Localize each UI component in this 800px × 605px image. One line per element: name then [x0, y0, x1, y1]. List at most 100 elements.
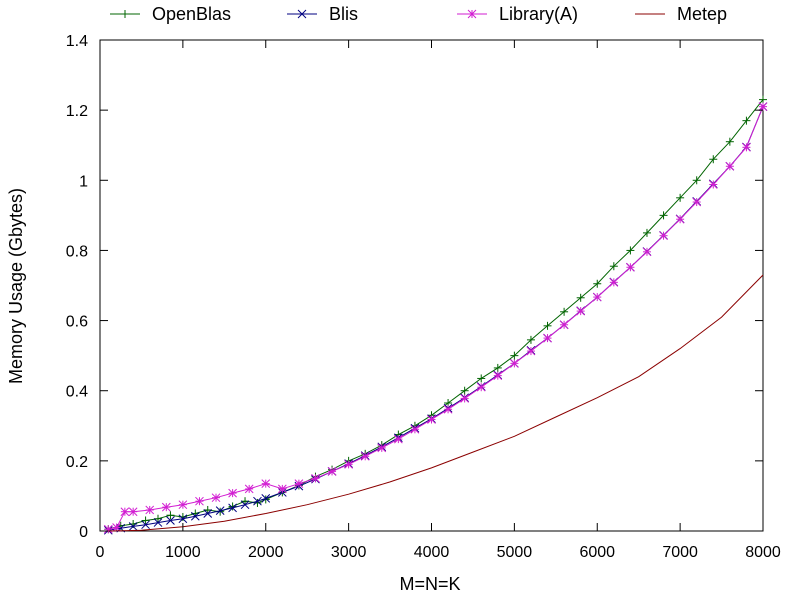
- data-point-library-a: [576, 306, 586, 316]
- series-line-openblas: [108, 99, 764, 530]
- data-point-library-a: [510, 359, 519, 368]
- data-point-openblas: [228, 502, 237, 511]
- x-tick-label: 2000: [248, 544, 284, 561]
- series-library-a: [103, 102, 768, 534]
- data-point-blis: [215, 506, 225, 516]
- data-point-openblas: [460, 386, 469, 395]
- data-point-library-a: [211, 493, 221, 503]
- series-openblas: [104, 95, 767, 534]
- data-point-library-a: [476, 382, 486, 392]
- data-point-library-a: [228, 488, 237, 498]
- legend-marker-library-a: [467, 9, 477, 19]
- data-point-library-a: [427, 415, 436, 424]
- data-point-library-a: [161, 502, 171, 512]
- data-point-blis: [153, 518, 163, 527]
- data-point-library-a: [758, 102, 768, 111]
- data-point-openblas: [659, 211, 668, 220]
- y-tick-label: 0.2: [66, 454, 88, 471]
- legend: OpenBlas Blis Library(A) Metep: [110, 4, 727, 24]
- data-point-blis: [240, 500, 250, 510]
- series-metep: [108, 274, 764, 532]
- data-point-openblas: [543, 321, 552, 330]
- y-tick-label: 0.6: [66, 314, 88, 331]
- data-point-library-a: [460, 394, 470, 403]
- data-point-blis: [228, 503, 237, 513]
- data-point-openblas: [477, 374, 486, 383]
- data-point-library-a: [311, 474, 320, 483]
- x-tick-label: 5000: [497, 544, 533, 561]
- data-point-library-a: [377, 443, 387, 453]
- data-point-library-a: [327, 467, 337, 476]
- y-tick-label: 0: [79, 524, 88, 541]
- legend-label-blis: Blis: [329, 4, 358, 24]
- data-point-library-a: [410, 424, 420, 434]
- data-point-library-a: [277, 484, 287, 494]
- legend-label-library-a: Library(A): [499, 4, 578, 24]
- data-point-library-a: [244, 484, 254, 494]
- y-tick-label: 0.4: [66, 384, 88, 401]
- data-point-openblas: [241, 497, 250, 506]
- x-tick-label: 3000: [331, 544, 367, 561]
- data-point-openblas: [510, 351, 519, 360]
- data-point-library-a: [128, 507, 138, 517]
- data-point-blis: [261, 494, 271, 503]
- y-axis-label: Memory Usage (Gbytes): [6, 188, 26, 384]
- data-point-openblas: [676, 193, 685, 202]
- data-point-openblas: [154, 514, 163, 523]
- data-point-library-a: [742, 142, 751, 152]
- data-point-library-a: [443, 404, 453, 414]
- y-tick-label: 1.4: [66, 33, 88, 50]
- data-point-library-a: [493, 371, 503, 380]
- data-point-library-a: [344, 460, 353, 469]
- data-point-library-a: [559, 320, 569, 330]
- data-point-openblas: [593, 279, 602, 288]
- data-point-library-a: [675, 214, 685, 224]
- data-point-openblas: [526, 335, 535, 344]
- data-point-openblas: [493, 363, 502, 372]
- x-tick-label: 6000: [579, 544, 615, 561]
- data-point-library-a: [626, 262, 635, 272]
- data-point-openblas: [166, 511, 175, 520]
- data-point-openblas: [253, 498, 262, 507]
- legend-label-metep: Metep: [677, 4, 727, 24]
- data-point-openblas: [576, 293, 585, 302]
- data-point-openblas: [642, 228, 651, 237]
- data-point-library-a: [592, 292, 602, 302]
- plot-frame: [99, 39, 764, 532]
- data-point-library-a: [708, 180, 718, 189]
- x-axis-label: M=N=K: [399, 574, 460, 594]
- data-point-library-a: [195, 496, 204, 506]
- legend-item-library-a: Library(A): [457, 4, 578, 24]
- series-line-metep: [108, 274, 764, 532]
- x-tick-label: 1000: [165, 544, 201, 561]
- data-point-library-a: [360, 451, 370, 461]
- data-point-library-a: [145, 505, 155, 515]
- data-point-openblas: [560, 307, 569, 316]
- data-point-library-a: [120, 507, 130, 517]
- data-point-openblas: [709, 155, 718, 164]
- data-point-openblas: [178, 512, 187, 521]
- legend-marker-openblas: [121, 10, 129, 18]
- axes-layer: 0 1000 2000 3000 4000 5000 6000 7000 8000 0 0.2 0.4…: [66, 33, 781, 561]
- data-point-library-a: [725, 161, 735, 171]
- data-point-openblas: [759, 95, 767, 104]
- plot-border: [99, 39, 764, 532]
- legend-label-openblas: OpenBlas: [152, 4, 231, 24]
- data-point-library-a: [642, 247, 652, 257]
- data-point-openblas: [203, 505, 212, 514]
- series-layer: [103, 95, 768, 535]
- legend-item-metep: Metep: [635, 4, 727, 24]
- data-point-library-a: [659, 231, 668, 241]
- data-point-blis: [178, 514, 188, 524]
- data-point-library-a: [294, 479, 304, 489]
- data-point-library-a: [692, 197, 702, 207]
- data-point-openblas: [609, 262, 618, 271]
- x-tick-label: 7000: [662, 544, 698, 561]
- data-point-library-a: [526, 346, 536, 356]
- legend-marker-blis: [297, 9, 307, 19]
- data-point-library-a: [393, 434, 403, 444]
- data-point-library-a: [609, 277, 619, 287]
- data-point-library-a: [103, 524, 113, 534]
- data-point-blis: [128, 522, 138, 531]
